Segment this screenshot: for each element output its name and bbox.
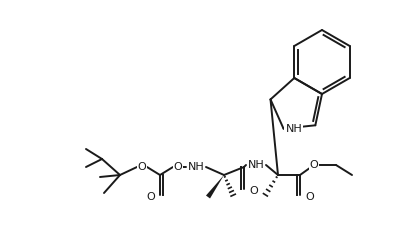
Text: O: O [173, 162, 183, 172]
Text: O: O [138, 162, 147, 172]
Polygon shape [206, 175, 224, 198]
Text: O: O [249, 186, 258, 196]
Text: O: O [305, 192, 314, 202]
Text: NH: NH [188, 162, 204, 172]
Text: O: O [310, 160, 318, 170]
Text: O: O [146, 192, 155, 202]
Text: NH: NH [248, 160, 265, 170]
Text: NH: NH [286, 124, 302, 134]
